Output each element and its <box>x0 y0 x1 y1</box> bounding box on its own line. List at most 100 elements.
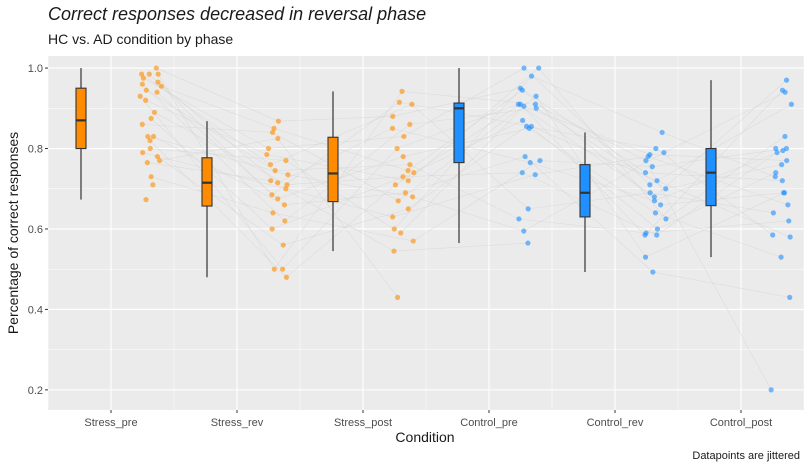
box-Stress_pre <box>75 68 87 200</box>
connector-line <box>156 67 279 122</box>
connector-line <box>286 184 396 278</box>
data-point <box>779 178 785 184</box>
data-point <box>271 125 277 132</box>
connector-line <box>403 67 525 137</box>
data-point <box>269 226 275 232</box>
connector-line <box>405 156 526 194</box>
connector-line <box>520 87 646 173</box>
data-point <box>533 93 539 99</box>
data-point <box>658 202 664 208</box>
connector-line <box>662 132 776 177</box>
data-point <box>153 65 159 71</box>
data-point <box>143 87 149 93</box>
box-iqr <box>579 164 591 218</box>
data-point <box>647 182 653 188</box>
connector-line <box>285 160 395 230</box>
connector-line <box>400 106 525 234</box>
connector-line <box>284 124 411 222</box>
data-point <box>389 125 396 132</box>
data-point <box>410 194 416 200</box>
data-point <box>772 174 778 180</box>
connector-line <box>648 156 789 206</box>
grid-lines <box>47 56 805 410</box>
connector-line <box>535 156 649 175</box>
data-point <box>143 97 149 103</box>
data-point <box>275 135 281 142</box>
box-Control_post <box>705 80 717 258</box>
data-point <box>272 168 278 174</box>
data-point <box>522 153 528 160</box>
data-point <box>402 190 409 196</box>
data-point <box>785 202 791 208</box>
connector-line <box>409 164 520 220</box>
y-tick-label: 0.8 <box>28 144 43 156</box>
data-point <box>285 172 291 178</box>
data-point <box>527 160 533 166</box>
data-point <box>400 153 406 160</box>
connector-line <box>161 85 275 129</box>
data-points <box>137 65 795 393</box>
data-point <box>269 192 275 198</box>
connector-line <box>393 242 528 252</box>
data-point <box>271 266 277 272</box>
data-point <box>275 118 282 124</box>
connector-line <box>392 87 521 117</box>
data-point <box>283 186 289 192</box>
data-point <box>525 206 531 212</box>
data-point <box>394 294 401 300</box>
connector-line <box>146 89 276 171</box>
data-point <box>519 170 525 176</box>
data-point <box>528 73 535 79</box>
data-point <box>146 71 152 77</box>
connector-line <box>402 172 523 177</box>
connector-line <box>398 95 537 202</box>
connector-line <box>531 126 658 181</box>
data-point <box>154 89 160 95</box>
connector-line <box>285 188 393 218</box>
connector-line <box>154 112 288 185</box>
connector-line <box>660 192 784 206</box>
connector-line <box>654 79 787 198</box>
data-point <box>651 198 658 204</box>
y-tick-label: 0.2 <box>28 385 43 397</box>
data-point <box>390 113 396 119</box>
box-iqr <box>705 147 717 207</box>
connector-line <box>665 164 782 190</box>
data-point <box>150 133 157 140</box>
data-point <box>150 182 156 188</box>
data-point <box>401 133 407 140</box>
x-tick-label: Control_pre <box>460 417 517 429</box>
data-point <box>778 254 784 260</box>
data-point <box>148 174 154 180</box>
data-point <box>653 145 659 152</box>
data-point <box>281 202 288 208</box>
connector-line <box>523 152 665 232</box>
data-point <box>525 240 531 246</box>
data-point <box>275 180 281 186</box>
data-point <box>158 83 165 89</box>
data-point <box>268 178 274 184</box>
connector-line <box>270 103 412 165</box>
box-iqr <box>75 87 87 150</box>
data-point <box>147 145 153 152</box>
data-point <box>642 254 649 260</box>
data-point <box>519 87 525 93</box>
data-point <box>156 157 163 164</box>
data-point <box>786 218 792 224</box>
x-tick-label: Control_rev <box>587 417 644 429</box>
boxes <box>75 68 717 278</box>
data-point <box>151 109 158 115</box>
connector-line <box>409 107 537 125</box>
data-point <box>520 117 526 123</box>
x-axis-title: Condition <box>395 429 454 445</box>
connector-line <box>142 83 286 222</box>
connector-line <box>145 99 267 155</box>
connector-line <box>157 73 275 270</box>
data-point <box>405 178 411 184</box>
data-point <box>770 210 776 216</box>
data-point <box>533 105 539 111</box>
data-point <box>139 81 145 87</box>
data-point <box>407 162 413 168</box>
connector-line <box>526 126 656 149</box>
connector-line <box>518 218 647 234</box>
